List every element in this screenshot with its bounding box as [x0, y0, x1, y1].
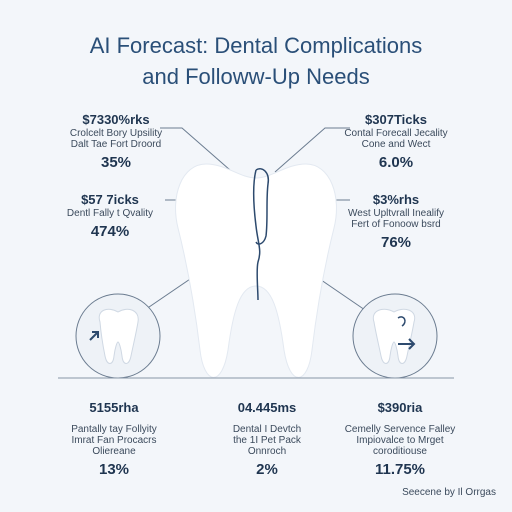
- stat-percent: 6.0%: [378, 154, 414, 171]
- stat-percent: 35%: [100, 154, 132, 171]
- right-detail-circle: [352, 293, 438, 379]
- left-detail-circle: [75, 293, 161, 379]
- stat-percent: 2%: [256, 461, 278, 478]
- stat-value: $390ria: [377, 400, 423, 415]
- stat-label: coroditiouse: [373, 446, 427, 457]
- stat-label: Oliereane: [92, 446, 136, 457]
- stat-label: Onnroch: [247, 446, 287, 457]
- stat-value: $307Ticks: [365, 112, 427, 127]
- stat-value: 04.445ms: [237, 400, 297, 415]
- stat-label: the 1I Pet Pack: [233, 435, 301, 446]
- stat-label: Contal Forecall Jecality: [344, 128, 448, 139]
- stat-label: Fert of Fonoow bsrd: [351, 219, 441, 230]
- stat-block-bottom-right: $390ria Cemelly Servence Falley Impioval…: [320, 400, 480, 480]
- stat-label: Pantally tay Follyity: [71, 424, 157, 435]
- stat-label: Dentl Fally t Qvality: [66, 208, 154, 219]
- tooth-crack: [252, 168, 270, 301]
- stat-block-bottom-left: 5155rha Pantally tay Follyity Imrat Fan …: [34, 400, 194, 480]
- diagram-title: AI Forecast: Dental Complications and Fo…: [0, 30, 512, 92]
- stat-block-top-right: $307Ticks Contal Forecall Jecality Cone …: [316, 112, 476, 173]
- large-tooth: [175, 163, 337, 378]
- connector-line-1: [160, 127, 231, 171]
- source-note: Seecene by Il Orrgas: [402, 487, 496, 498]
- stat-label: Impiovalce to Mrget: [356, 435, 444, 446]
- stat-percent: 13%: [98, 461, 130, 478]
- title-line-1: AI Forecast: Dental Complications: [89, 33, 423, 58]
- stat-label: Imrat Fan Procacrs: [71, 435, 157, 446]
- stat-value: $3%rhs: [372, 192, 420, 207]
- stat-label: Cone and Wect: [361, 139, 431, 150]
- stat-block-top-left: $7330%rks Crolcelt Bory Upsility Dalt Ta…: [36, 112, 196, 173]
- stat-label: Cemelly Servence Falley: [344, 424, 456, 435]
- stat-label: West Upltvrall Inealify: [348, 208, 444, 219]
- stat-value: 5155rha: [89, 400, 139, 415]
- stat-block-mid-left: $57 7icks Dentl Fally t Qvality 474%: [30, 192, 190, 242]
- stat-block-bottom-center: 04.445ms Dental I Devtch the 1I Pet Pack…: [187, 400, 347, 480]
- connector-line-2: [274, 127, 350, 173]
- stat-label: Dalt Tae Fort Droord: [70, 139, 162, 150]
- stat-block-mid-right: $3%rhs West Upltvrall Inealify Fert of F…: [316, 192, 476, 253]
- stat-label: Dental I Devtch: [232, 424, 302, 435]
- stat-percent: 11.75%: [374, 461, 426, 478]
- stat-value: $7330%rks: [82, 112, 150, 127]
- stat-percent: 76%: [380, 234, 412, 251]
- stat-value: $57 7icks: [81, 192, 139, 207]
- title-line-2: and Followw-Up Needs: [142, 64, 370, 89]
- stat-label: Crolcelt Bory Upsility: [69, 128, 163, 139]
- stat-percent: 474%: [90, 223, 130, 240]
